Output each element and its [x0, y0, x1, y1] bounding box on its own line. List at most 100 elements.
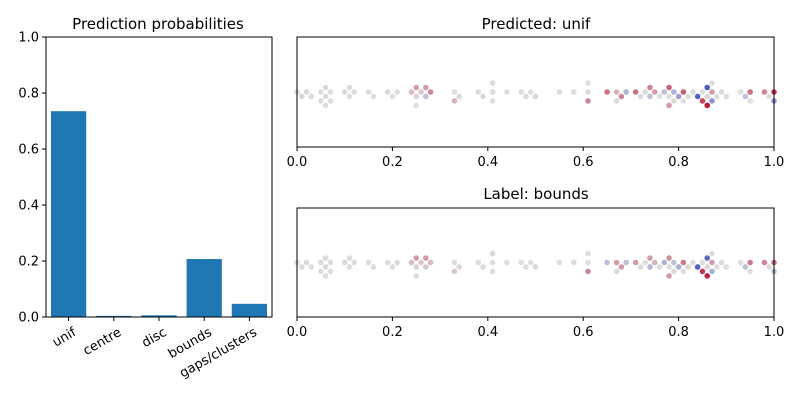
swarm-point [651, 89, 658, 95]
swarm-point [475, 89, 482, 95]
swarm-point [647, 264, 653, 270]
swarm-point [556, 259, 563, 266]
swarm-x-tick-label: 0.4 [477, 155, 498, 170]
bar-y-tick-label: 0.0 [18, 311, 39, 326]
swarm-point [666, 93, 672, 100]
swarm-x-tick-label: 0.2 [382, 155, 403, 170]
swarm-point [527, 259, 534, 266]
swarm-point [504, 259, 510, 266]
swarm-point [384, 89, 391, 95]
swarm-point [322, 93, 329, 100]
swarm-point [680, 259, 687, 266]
swarm-point [713, 264, 720, 270]
swarm-point [346, 93, 353, 100]
swarm-point [742, 93, 749, 100]
swarm-point [747, 259, 753, 266]
swarm-point [327, 268, 334, 275]
bar-y-tick-label: 0.2 [18, 255, 39, 270]
swarm-point [570, 259, 577, 266]
swarm-point [422, 264, 429, 270]
swarm-point [451, 268, 458, 275]
swarm-point [661, 89, 668, 95]
swarm-point [694, 93, 701, 100]
bar-axes-frame [45, 36, 273, 318]
swarm-point [489, 259, 496, 266]
swarm-top-x-axis: 0.0 0.2 0.4 0.6 0.8 1.0 [287, 147, 785, 170]
swarm-point [618, 93, 625, 100]
swarm-point [585, 250, 591, 257]
swarm-point [666, 255, 672, 261]
swarm-point [422, 93, 429, 100]
swarm-point [585, 268, 591, 275]
swarm-point [704, 84, 711, 91]
swarm-point [303, 89, 310, 95]
swarm-point [623, 89, 629, 95]
swarm-point [699, 89, 706, 95]
swarm-point [709, 89, 715, 95]
swarm-bottom-points [294, 250, 777, 279]
swarm-point [675, 264, 682, 270]
swarm-point [422, 255, 429, 261]
swarm-point [298, 93, 305, 100]
swarm-point [709, 80, 715, 86]
swarm-point [666, 264, 672, 270]
swarm-point [747, 89, 753, 95]
swarm-point [585, 259, 591, 266]
swarm-point [651, 259, 658, 266]
swarm-point [747, 98, 753, 104]
swarm-point [413, 264, 420, 270]
swarm-point [327, 89, 334, 95]
swarm-point [632, 259, 639, 266]
swarm-point [666, 102, 672, 109]
swarm-point [413, 84, 420, 91]
swarm-top-axes-frame [296, 36, 775, 148]
swarm-point [704, 273, 711, 279]
swarm-point [318, 259, 324, 266]
swarm-point [647, 93, 653, 100]
swarm-point [394, 89, 400, 95]
swarm-point [585, 89, 591, 95]
swarm-point [671, 98, 677, 104]
swarm-point [451, 98, 458, 104]
bar-y-axis: 0.0 0.2 0.4 0.6 0.8 1.0 [18, 31, 46, 326]
swarm-point [365, 259, 372, 266]
swarm-point [413, 255, 420, 261]
swarm-x-tick-label: 0.0 [287, 325, 308, 340]
swarm-point [604, 259, 610, 266]
swarm-point [637, 93, 644, 100]
bar [96, 315, 132, 317]
swarm-point [704, 93, 711, 100]
swarm-x-tick-label: 0.8 [668, 325, 689, 340]
swarm-point [647, 84, 653, 91]
swarm-point [675, 93, 682, 100]
swarm-x-tick-label: 0.6 [573, 325, 594, 340]
swarm-point [709, 268, 715, 275]
swarm-point [322, 264, 329, 270]
swarm-point [709, 250, 715, 257]
swarm-top-panel: Predicted: unif 0.0 0.2 0.4 0.6 0.8 1.0 [287, 15, 785, 170]
swarm-point [451, 89, 458, 95]
swarm-x-tick-label: 1.0 [764, 155, 785, 170]
swarm-x-tick-label: 0.4 [477, 325, 498, 340]
swarm-point [690, 89, 696, 95]
swarm-point [489, 80, 496, 86]
swarm-point [766, 264, 773, 270]
swarm-point [489, 89, 496, 95]
swarm-point [370, 93, 377, 100]
bar-series [50, 111, 268, 317]
swarm-point [556, 89, 563, 95]
swarm-point [704, 102, 711, 109]
swarm-point [408, 259, 415, 266]
swarm-point [389, 264, 396, 270]
swarm-point [408, 89, 415, 95]
swarm-point [699, 98, 706, 104]
swarm-point [322, 273, 329, 279]
bar [231, 303, 268, 317]
swarm-point [680, 89, 687, 95]
swarm-point [370, 264, 377, 270]
swarm-bottom-title: Label: bounds [483, 185, 589, 203]
swarm-point [656, 264, 663, 270]
